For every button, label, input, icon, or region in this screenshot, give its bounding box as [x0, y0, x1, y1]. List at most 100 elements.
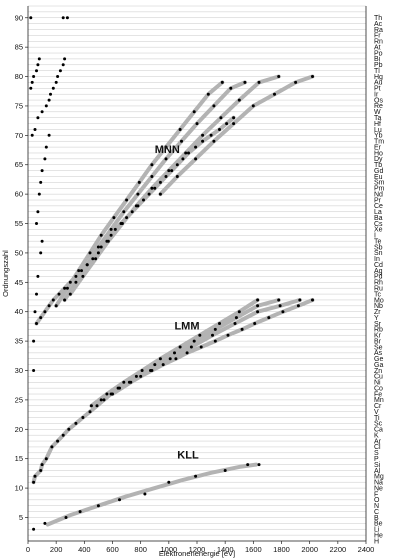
element-label: Tl	[374, 68, 380, 75]
data-point	[32, 527, 36, 531]
element-label: Mn	[374, 397, 384, 404]
data-point	[167, 480, 171, 484]
y-tick-label: 70	[15, 131, 23, 140]
y-axis-label: Ordnungszahl	[1, 250, 10, 297]
data-point	[251, 104, 255, 108]
element-label: Mg	[374, 474, 384, 481]
data-point	[158, 180, 162, 184]
data-point	[195, 122, 199, 126]
element-label: Bi	[374, 56, 381, 63]
element-label: Pr	[374, 197, 382, 204]
element-label: Ba	[374, 215, 383, 222]
element-label: Fr	[374, 33, 381, 40]
data-point	[74, 274, 78, 278]
data-point	[50, 445, 54, 449]
y-tick-label: 15	[15, 454, 23, 463]
element-label: Dy	[374, 156, 383, 163]
element-label: He	[374, 532, 383, 539]
element-label: Pd	[374, 274, 383, 281]
element-label: Rb	[374, 327, 383, 334]
data-point	[273, 92, 276, 96]
element-label: Na	[374, 480, 383, 487]
x-tick-label: 2400	[358, 545, 375, 554]
data-point	[32, 369, 36, 372]
y-tick-label: 35	[15, 337, 23, 346]
data-point	[105, 392, 109, 396]
element-label: C	[374, 509, 379, 516]
element-label: Zn	[374, 368, 382, 375]
y-tick-label: 20	[15, 425, 23, 434]
x-tick-label: 0	[26, 545, 30, 554]
data-point	[232, 122, 236, 126]
annotation-lmm: LMM	[174, 320, 199, 332]
element-label: Pt	[374, 86, 381, 93]
data-point	[30, 80, 34, 84]
element-label: Hg	[374, 74, 383, 81]
element-label: Nb	[374, 303, 383, 310]
y-tick-label: 75	[15, 101, 23, 110]
element-label: Ru	[374, 285, 383, 292]
element-label: Pm	[374, 186, 385, 193]
data-point	[80, 269, 83, 273]
element-label: Co	[374, 385, 383, 392]
data-point	[54, 304, 58, 308]
data-point	[35, 322, 38, 325]
data-point	[99, 398, 103, 402]
element-label: Ne	[374, 485, 383, 492]
data-point	[40, 239, 44, 243]
data-point	[36, 116, 40, 120]
data-point	[125, 216, 129, 220]
data-point	[168, 357, 172, 361]
element-label: B	[374, 515, 379, 522]
element-label: Ti	[374, 415, 380, 422]
data-point	[77, 269, 81, 273]
element-label: Be	[374, 521, 383, 528]
element-label: Al	[374, 468, 381, 475]
data-point	[149, 369, 152, 372]
element-label: At	[374, 44, 381, 51]
y-tick-label: 65	[15, 160, 23, 169]
element-label: Pb	[374, 62, 383, 69]
data-point	[134, 374, 138, 378]
data-point	[219, 116, 223, 120]
data-point	[246, 463, 250, 467]
data-point	[112, 216, 116, 220]
data-point	[61, 63, 65, 67]
data-point	[267, 316, 271, 320]
data-point	[201, 139, 205, 143]
x-tick-label: 600	[106, 545, 119, 554]
data-point	[213, 327, 217, 331]
data-point	[150, 163, 154, 167]
annotation-kll: KLL	[177, 450, 199, 462]
element-label: N	[374, 503, 379, 510]
element-label: I	[374, 233, 376, 240]
y-tick-label: 45	[15, 278, 23, 287]
data-point	[189, 345, 193, 349]
data-point	[44, 104, 48, 108]
data-point	[281, 310, 285, 314]
element-label: Cl	[374, 444, 381, 451]
data-point	[37, 192, 41, 196]
data-point	[47, 98, 51, 102]
data-point	[140, 369, 144, 372]
data-points	[29, 16, 314, 531]
y-tick-label: 30	[15, 366, 23, 375]
element-label: Eu	[374, 174, 383, 181]
x-tick-label: 1800	[273, 545, 290, 554]
data-point	[139, 374, 143, 378]
element-label: In	[374, 256, 380, 263]
element-label: Se	[374, 344, 383, 351]
data-point	[278, 304, 282, 308]
data-point	[96, 251, 100, 255]
element-label: V	[374, 409, 379, 416]
data-point	[88, 410, 92, 414]
data-point	[63, 57, 67, 61]
data-point	[199, 345, 203, 349]
data-point	[102, 398, 106, 402]
data-point	[150, 186, 154, 190]
element-label: Cr	[374, 403, 382, 410]
element-label: Lu	[374, 127, 382, 134]
data-point	[143, 492, 147, 496]
data-point	[226, 333, 230, 337]
data-point	[99, 233, 103, 237]
